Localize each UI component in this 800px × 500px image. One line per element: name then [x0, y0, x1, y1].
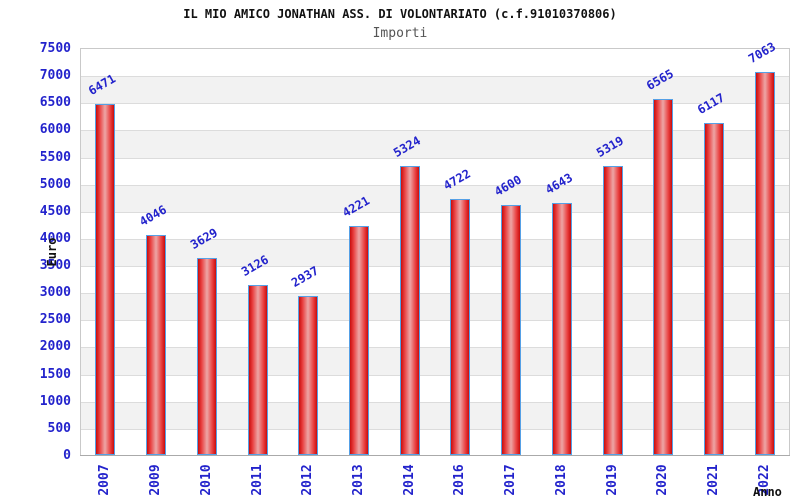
- grid-band: [81, 184, 789, 212]
- y-tick-label: 500: [47, 420, 71, 436]
- bar: [653, 98, 674, 455]
- grid-band: [81, 347, 789, 375]
- chart-title: IL MIO AMICO JONATHAN ASS. DI VOLONTARIA…: [183, 7, 617, 21]
- y-tick-label: 3000: [39, 285, 71, 301]
- grid-band: [81, 429, 789, 456]
- grid-band: [81, 158, 789, 185]
- grid-line: [81, 428, 789, 430]
- y-tick-label: 7000: [39, 68, 71, 84]
- grid-line: [81, 347, 789, 349]
- grid-band: [81, 401, 789, 429]
- y-tick-label: 6500: [39, 95, 71, 111]
- x-tick-label: 2018: [553, 464, 569, 496]
- grid-line: [81, 76, 789, 78]
- bar: [551, 203, 572, 455]
- bar: [146, 235, 167, 455]
- y-tick-label: 6000: [39, 122, 71, 138]
- x-tick-label: 2017: [503, 464, 519, 496]
- grid-line: [81, 184, 789, 186]
- x-tick-label: 2010: [198, 464, 214, 496]
- bar: [754, 71, 775, 455]
- grid-band: [81, 375, 789, 402]
- plot-area: [80, 48, 790, 456]
- x-tick-label: 2019: [604, 464, 620, 496]
- x-tick-label: 2013: [350, 464, 366, 496]
- grid-line: [81, 157, 789, 159]
- bar: [501, 205, 522, 455]
- grid-band: [81, 76, 789, 104]
- grid-band: [81, 212, 789, 239]
- y-tick-label: 2000: [39, 339, 71, 355]
- grid-band: [81, 49, 789, 76]
- x-tick-label: 2011: [249, 464, 265, 496]
- y-tick-label: 4000: [39, 230, 71, 246]
- grid-band: [81, 103, 789, 130]
- bar: [247, 285, 268, 455]
- bar: [399, 166, 420, 455]
- x-tick-label: 2007: [97, 464, 113, 496]
- x-tick-label: 2014: [401, 464, 417, 496]
- bar: [298, 295, 319, 455]
- x-axis-line: [80, 455, 790, 456]
- grid-line: [81, 293, 789, 295]
- y-tick-label: 4500: [39, 203, 71, 219]
- grid-line: [81, 374, 789, 376]
- grid-band: [81, 320, 789, 347]
- grid-line: [81, 238, 789, 240]
- grid-band: [81, 130, 789, 158]
- chart-subtitle: Importi: [372, 26, 428, 41]
- grid-line: [81, 130, 789, 132]
- bar: [450, 198, 471, 455]
- y-tick-label: 1500: [39, 366, 71, 382]
- grid-line: [81, 211, 789, 213]
- x-tick-label: 2009: [148, 464, 164, 496]
- grid-band: [81, 266, 789, 293]
- y-tick-label: 7500: [39, 41, 71, 56]
- y-tick-label: 5000: [39, 176, 71, 192]
- y-tick-label: 3500: [39, 258, 71, 274]
- x-tick-label: 2021: [705, 464, 721, 496]
- grid-line: [81, 401, 789, 403]
- x-tick-label: 2020: [655, 464, 671, 496]
- grid-line: [81, 103, 789, 105]
- grid-line: [81, 320, 789, 322]
- bar: [95, 103, 116, 455]
- y-tick-label: 1000: [39, 393, 71, 409]
- grid-band: [81, 293, 789, 321]
- grid-band: [81, 238, 789, 267]
- x-axis-title: Anno: [753, 485, 782, 499]
- bar: [703, 123, 724, 455]
- grid-line: [81, 266, 789, 268]
- bar: [196, 258, 217, 455]
- y-tick-label: 5500: [39, 149, 71, 165]
- y-tick-label: 2500: [39, 312, 71, 328]
- x-tick-label: 2016: [452, 464, 468, 496]
- bar: [348, 225, 369, 455]
- bar: [602, 166, 623, 455]
- y-tick-label: 0: [63, 448, 71, 463]
- y-axis-title: Euro: [45, 237, 59, 266]
- x-tick-label: 2012: [300, 464, 316, 496]
